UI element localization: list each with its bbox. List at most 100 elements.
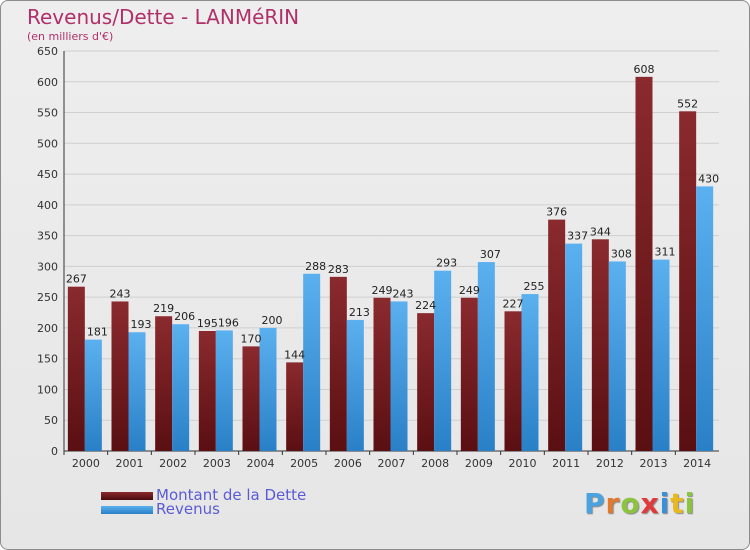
data-label-debt: 267: [66, 273, 87, 286]
bar-revenue: [652, 259, 670, 451]
chart-subtitle: (en milliers d'€): [27, 30, 114, 43]
x-tick-label: 2005: [290, 457, 318, 470]
data-label-debt: 219: [153, 302, 174, 315]
logo-letter: P: [584, 487, 606, 520]
data-label-debt: 249: [372, 284, 393, 297]
x-tick-label: 2014: [683, 457, 711, 470]
bar-revenue: [608, 261, 626, 451]
x-tick-label: 2003: [203, 457, 231, 470]
x-tick-label: 2006: [334, 457, 362, 470]
bar-revenue: [172, 324, 190, 451]
data-label-revenue: 311: [655, 246, 676, 259]
bar-debt: [329, 276, 347, 451]
data-label-debt: 376: [546, 206, 567, 219]
y-tick-label: 550: [37, 107, 58, 120]
bar-debt: [373, 297, 391, 451]
data-label-debt: 243: [110, 287, 131, 300]
y-tick-label: 0: [51, 445, 58, 458]
y-tick-label: 350: [37, 230, 58, 243]
chart-title: Revenus/Dette - LANMéRIN: [27, 5, 300, 29]
x-tick-label: 2002: [159, 457, 187, 470]
bar-debt: [679, 111, 697, 452]
data-label-revenue: 255: [524, 280, 545, 293]
data-label-revenue: 196: [218, 316, 239, 329]
data-label-debt: 283: [328, 263, 349, 276]
bar-revenue: [434, 270, 452, 451]
bar-revenue: [346, 319, 364, 451]
x-tick-label: 2009: [465, 457, 493, 470]
proxiti-logo: Proxiti: [584, 487, 695, 520]
data-label-debt: 170: [241, 332, 262, 345]
data-label-debt: 249: [459, 284, 480, 297]
data-label-revenue: 206: [174, 310, 195, 323]
data-label-revenue: 308: [611, 247, 632, 260]
x-tick-label: 2012: [596, 457, 624, 470]
bar-revenue: [521, 294, 539, 451]
logo-letter: r: [605, 487, 621, 520]
bar-debt: [591, 239, 609, 451]
y-tick-label: 400: [37, 199, 58, 212]
bar-revenue: [565, 243, 583, 451]
bar-debt: [548, 219, 566, 451]
bars: [67, 76, 714, 452]
data-label-debt: 608: [634, 63, 655, 76]
y-tick-label: 250: [37, 291, 58, 304]
legend-label-revenue: Revenus: [156, 500, 220, 518]
bar-debt: [286, 362, 304, 451]
bar-revenue: [477, 262, 495, 451]
bar-revenue: [303, 273, 321, 451]
data-label-debt: 224: [415, 299, 436, 312]
data-label-revenue: 307: [480, 248, 501, 261]
y-tick-label: 50: [44, 414, 58, 427]
bar-revenue: [696, 186, 714, 451]
y-tick-label: 650: [37, 45, 58, 58]
bar-revenue: [259, 327, 277, 451]
legend-swatch-revenue: [101, 506, 153, 514]
y-tick-label: 100: [37, 383, 58, 396]
bar-revenue: [128, 332, 146, 451]
data-label-revenue: 430: [698, 172, 719, 185]
x-tick-label: 2011: [552, 457, 580, 470]
data-label-revenue: 243: [393, 287, 414, 300]
data-label-debt: 195: [197, 317, 218, 330]
data-label-revenue: 288: [305, 260, 326, 273]
data-label-revenue: 337: [567, 230, 588, 243]
logo-letter: x: [640, 487, 660, 520]
x-tick-label: 2010: [509, 457, 537, 470]
data-label-revenue: 293: [436, 257, 457, 270]
data-label-debt: 227: [503, 297, 524, 310]
y-tick-label: 200: [37, 322, 58, 335]
bar-debt: [242, 346, 260, 451]
data-label-revenue: 200: [262, 314, 283, 327]
bar-debt: [417, 313, 435, 451]
x-tick-label: 2007: [378, 457, 406, 470]
bar-revenue: [390, 301, 408, 451]
data-label-debt: 144: [284, 348, 305, 361]
data-label-debt: 344: [590, 225, 611, 238]
logo-letter: i: [659, 487, 671, 520]
x-tick-label: 2000: [72, 457, 100, 470]
bar-debt: [155, 316, 173, 451]
y-tick-label: 150: [37, 353, 58, 366]
y-tick-label: 300: [37, 260, 58, 273]
x-tick-label: 2008: [421, 457, 449, 470]
logo-letter: t: [670, 487, 685, 520]
y-tick-label: 450: [37, 168, 58, 181]
bar-revenue: [215, 330, 233, 451]
bar-debt: [504, 311, 522, 451]
y-tick-label: 600: [37, 76, 58, 89]
data-label-revenue: 193: [131, 318, 152, 331]
logo-letter: i: [684, 487, 696, 520]
x-tick-label: 2001: [116, 457, 144, 470]
bar-revenue: [84, 339, 102, 451]
legend-swatch-debt: [101, 492, 153, 500]
data-label-debt: 552: [677, 97, 698, 110]
y-tick-label: 500: [37, 137, 58, 150]
bar-debt: [460, 297, 478, 451]
bar-debt: [198, 331, 216, 451]
logo-letter: o: [620, 487, 641, 520]
x-tick-label: 2013: [640, 457, 668, 470]
bar-debt: [111, 301, 129, 451]
